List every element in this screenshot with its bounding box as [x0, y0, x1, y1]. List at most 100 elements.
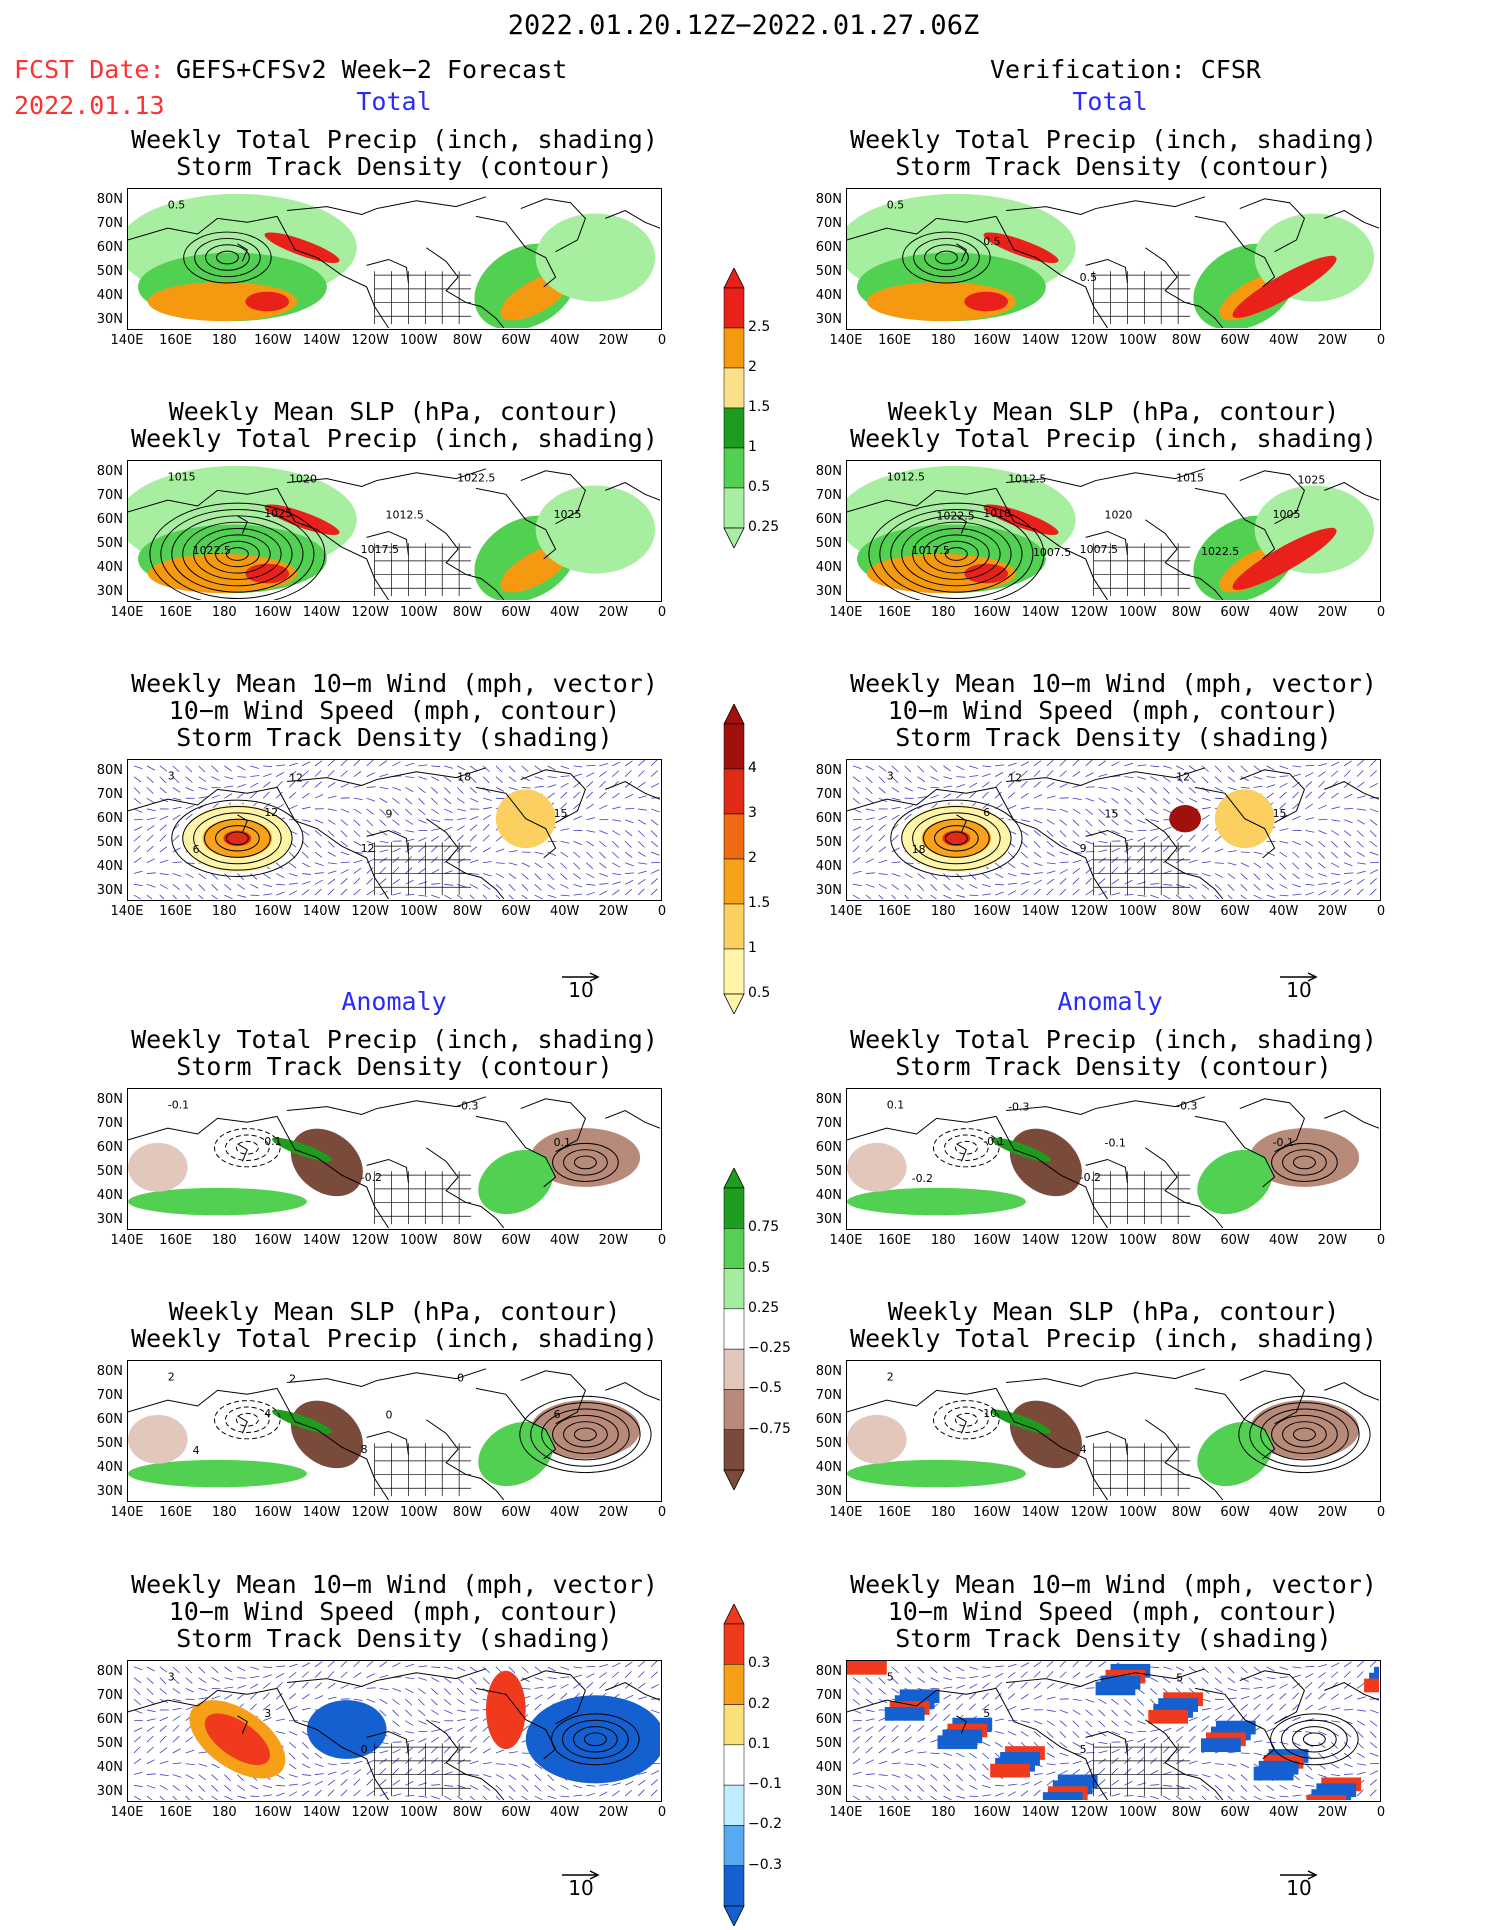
lon-tick-label: 80W — [444, 1505, 490, 1520]
lon-tick-label: 60W — [1212, 904, 1258, 919]
contour-label: 0.5 — [887, 199, 904, 212]
lon-tick-label: 120W — [347, 333, 393, 348]
panel-title-line: Weekly Mean SLP (hPa, contour) — [87, 1298, 702, 1325]
lon-tick-label: 140W — [1018, 904, 1064, 919]
lon-tick-label: 120W — [1066, 605, 1112, 620]
contour-label: 0.1 — [554, 1136, 571, 1149]
anom-track-cell — [847, 1661, 887, 1675]
anom-shade-west — [847, 1415, 907, 1464]
lon-tick-label: 60W — [1212, 333, 1258, 348]
lon-tick-label: 0 — [639, 1505, 685, 1520]
lon-tick-label: 100W — [396, 1805, 442, 1820]
lon-tick-label: 160E — [153, 1805, 199, 1820]
panel-title-line: Storm Track Density (contour) — [87, 1053, 702, 1080]
lat-tick-label: 40N — [802, 1188, 842, 1203]
colorbar-segment — [724, 1825, 744, 1865]
lon-tick-label: 40W — [1261, 1805, 1307, 1820]
map-svg: 0.50.50.5 — [847, 189, 1379, 328]
panel-title-line: Weekly Mean 10−m Wind (mph, vector) — [806, 670, 1421, 697]
vector-ref-label: 10 — [556, 1876, 606, 1900]
lat-tick-label: 40N — [83, 859, 123, 874]
vector-ref-fc-total: 10 — [560, 968, 602, 987]
contour-label: 1017.5 — [912, 544, 950, 557]
lon-tick-label: 160E — [153, 1505, 199, 1520]
anom-shade-west — [128, 1143, 188, 1192]
colorbar-label: 1 — [748, 439, 757, 455]
vector-ref-vf-total: 10 — [1278, 968, 1320, 987]
lon-tick-label: 160W — [250, 333, 296, 348]
lat-tick-label: 80N — [83, 464, 123, 479]
lon-tick-label: 140W — [299, 1805, 345, 1820]
contour-label: 6 — [983, 806, 990, 819]
map-svg: 0.1-0.1-0.2-0.3-0.1-0.2-0.3-0.1 — [847, 1089, 1379, 1228]
lat-tick-label: 60N — [83, 240, 123, 255]
contour-label: 0.1 — [264, 1135, 281, 1148]
colorbar-segment — [724, 1745, 744, 1785]
contour-label: 5 — [1176, 1672, 1183, 1685]
panel-title-line: Weekly Total Precip (inch, shading) — [806, 126, 1421, 153]
panel-title-line: Weekly Total Precip (inch, shading) — [806, 1325, 1421, 1352]
anom-shade-west — [847, 1143, 907, 1192]
lon-tick-label: 100W — [396, 333, 442, 348]
lon-tick-label: 180 — [920, 605, 966, 620]
verification-label: Verification: CFSR — [990, 56, 1261, 84]
lon-tick-label: 140E — [823, 333, 869, 348]
map-area: 0.5 — [127, 188, 662, 330]
lon-tick-label: 180 — [920, 1805, 966, 1820]
lon-tick-label: 80W — [1163, 333, 1209, 348]
colorbar-segment — [724, 1349, 744, 1389]
lon-tick-label: 20W — [1309, 1805, 1355, 1820]
lon-tick-label: 80W — [444, 904, 490, 919]
lat-tick-label: 50N — [83, 1164, 123, 1179]
panel-title-line: 10−m Wind Speed (mph, contour) — [806, 697, 1421, 724]
colorbar-bottom-cap — [724, 1470, 744, 1490]
lon-tick-label: 160E — [153, 333, 199, 348]
vector-ref-label: 10 — [556, 978, 606, 1002]
contour-label: -0.1 — [1273, 1136, 1294, 1149]
lon-tick-label: 140E — [823, 605, 869, 620]
lon-tick-label: 120W — [347, 605, 393, 620]
colorbar-label: 2 — [748, 850, 757, 866]
contour-label: -0.3 — [457, 1100, 478, 1113]
lon-tick-label: 0 — [639, 605, 685, 620]
lon-tick-label: 20W — [590, 605, 636, 620]
contour-label: 0 — [457, 1372, 464, 1385]
lat-tick-label: 30N — [802, 312, 842, 327]
colorbar-segment — [724, 724, 744, 769]
lon-tick-label: 100W — [396, 1233, 442, 1248]
lat-tick-label: 30N — [802, 584, 842, 599]
lon-tick-label: 160W — [969, 1233, 1015, 1248]
lat-tick-label: 70N — [802, 1388, 842, 1403]
contour-label: 5 — [887, 1671, 894, 1684]
lon-tick-label: 140E — [104, 333, 150, 348]
colorbar-segment — [724, 1389, 744, 1429]
colorbar-segment — [724, 408, 744, 448]
map-area: 0.1-0.1-0.2-0.3-0.1-0.2-0.3-0.1 — [846, 1088, 1381, 1230]
precip-shade-north — [536, 485, 655, 573]
lon-tick-label: 140W — [1018, 1805, 1064, 1820]
lon-tick-label: 80W — [1163, 605, 1209, 620]
colorbar-label: 0.25 — [748, 1300, 779, 1316]
lon-tick-label: 40W — [542, 1505, 588, 1520]
panel-title-line: Weekly Mean SLP (hPa, contour) — [87, 398, 702, 425]
colorbar-segment — [724, 1228, 744, 1268]
lon-tick-label: 180 — [920, 1233, 966, 1248]
colorbar-label: −0.25 — [748, 1340, 791, 1356]
colorbar-segment — [724, 1430, 744, 1470]
anom-shade-wet — [847, 1188, 1026, 1215]
lat-tick-label: 80N — [802, 763, 842, 778]
colorbar-segment — [724, 769, 744, 814]
colorbar-segment — [724, 1269, 744, 1309]
lat-tick-label: 50N — [802, 264, 842, 279]
lat-tick-label: 80N — [83, 1664, 123, 1679]
lon-tick-label: 160W — [969, 904, 1015, 919]
lat-tick-label: 40N — [802, 1460, 842, 1475]
colorbar-segment — [724, 1188, 744, 1228]
lon-tick-label: 140W — [1018, 333, 1064, 348]
contour-label: 6 — [554, 1408, 561, 1421]
